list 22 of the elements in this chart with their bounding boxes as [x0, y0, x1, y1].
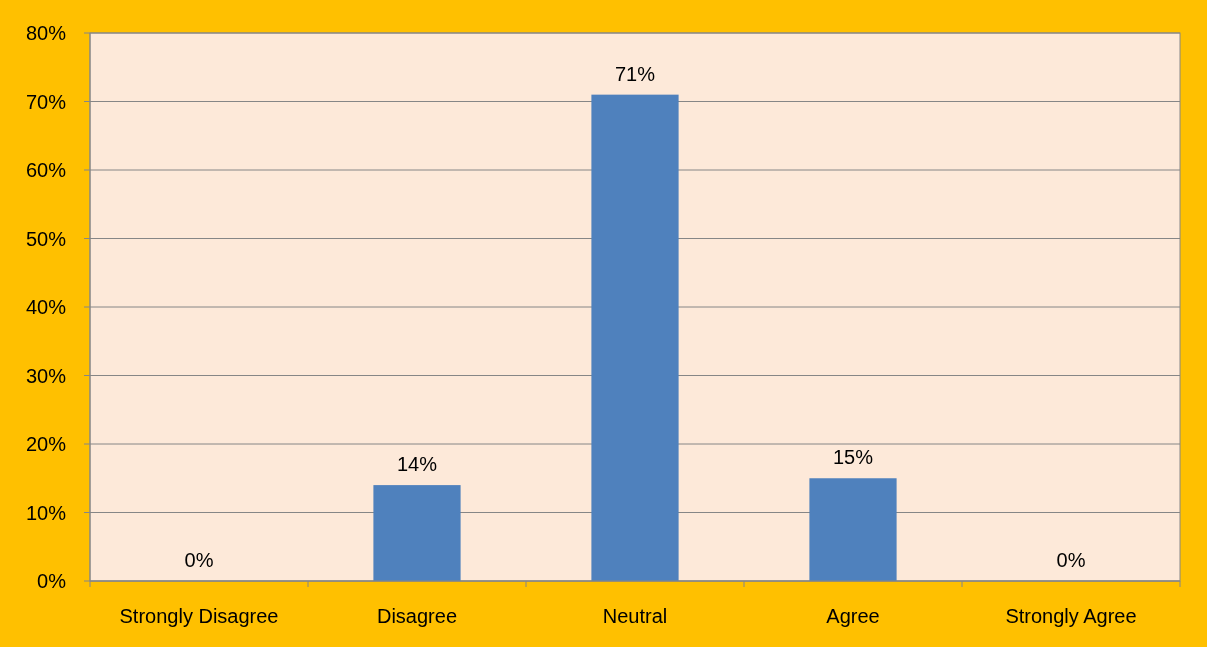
y-tick-label: 70%	[25, 90, 67, 113]
y-tick-label: 10%	[25, 501, 67, 524]
x-tick-label: Agree	[826, 605, 880, 627]
data-label: 0%	[184, 549, 214, 571]
bar	[373, 485, 461, 581]
data-label: 14%	[396, 453, 438, 476]
bar	[809, 478, 897, 581]
bar	[591, 94, 679, 581]
data-label: 15%	[832, 446, 874, 469]
x-tick-label: Disagree	[376, 605, 458, 627]
x-tick-label: Strongly Agree	[1005, 605, 1137, 627]
data-label: 0%	[1056, 549, 1086, 571]
data-label: 71%	[614, 62, 656, 85]
x-tick-label: Strongly Disagree	[119, 605, 279, 627]
y-tick-label: 50%	[25, 227, 67, 250]
y-tick-label: 60%	[25, 159, 67, 181]
y-tick-label: 40%	[25, 296, 67, 318]
y-tick-label: 30%	[25, 364, 67, 387]
x-tick-label: Neutral	[602, 605, 668, 627]
y-tick-label: 80%	[25, 22, 67, 44]
y-tick-label: 0%	[37, 570, 67, 592]
y-tick-label: 20%	[25, 433, 67, 455]
